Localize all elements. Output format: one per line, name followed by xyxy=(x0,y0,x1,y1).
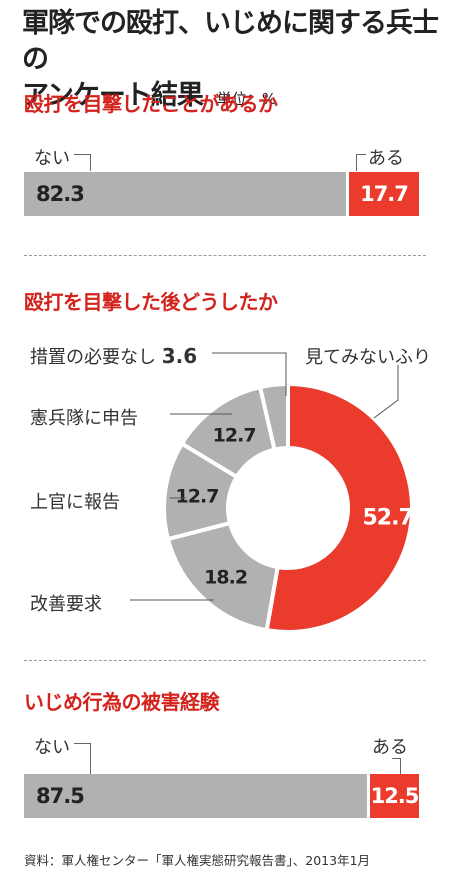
donut-slice-4 xyxy=(257,381,290,452)
pie-label-mp: 憲兵隊に申告 xyxy=(30,408,138,429)
pie-label-improve: 改善要求 xyxy=(30,594,102,615)
chart-title: 軍隊での殴打、いじめに関する兵士の アンケート結果 単位：% xyxy=(22,6,450,117)
bar2-label-yes: ある xyxy=(372,737,408,758)
leader-no-action xyxy=(212,352,287,396)
bar2-label-no: ない xyxy=(34,737,70,758)
donut-value-1: 18.2 xyxy=(204,567,247,589)
donut-slice-0 xyxy=(264,381,414,634)
donut-value-2: 12.7 xyxy=(176,486,219,508)
pie-value-no-action: 3.6 xyxy=(161,344,198,368)
title-line-1: 軍隊での殴打、いじめに関する兵士の xyxy=(22,8,439,75)
title-line-2-text: アンケート結果 xyxy=(22,80,204,111)
bar-value-ある: 17.7 xyxy=(360,182,409,206)
section-title-bullying: いじめ行為の被害経験 xyxy=(24,690,220,714)
donut-value-0: 52.7 xyxy=(362,506,412,531)
unit-label: 単位：% xyxy=(216,90,277,108)
leader-ignore xyxy=(373,365,399,419)
bar1-leader-no xyxy=(74,154,91,171)
section-title-action: 殴打を目撃した後どうしたか xyxy=(24,290,278,314)
bar-value-ない: 82.3 xyxy=(36,182,85,206)
bar1-leader-yes xyxy=(356,154,366,171)
bar1-label-yes: ある xyxy=(368,148,404,169)
section-title-witness: 殴打を目撃したことがあるか xyxy=(24,92,278,116)
pie-label-ignore: 見てみないふり xyxy=(305,347,431,368)
stacked-bar-witness: 82.3 17.7 xyxy=(24,172,419,216)
bar-segment-ある xyxy=(370,774,419,818)
section-divider-2 xyxy=(24,660,426,661)
bar-segment-ない xyxy=(24,172,346,216)
bar2-leader-no xyxy=(74,743,91,774)
donut-value-3: 12.7 xyxy=(213,424,256,446)
source-note: 資料：軍人権センター「軍人権実態研究報告書」、2013年1月 xyxy=(24,853,371,868)
title-line-2: アンケート結果 単位：% xyxy=(22,78,450,117)
pie-label-superior: 上官に報告 xyxy=(30,492,120,513)
stacked-bar-bullying: 87.5 12.5 xyxy=(24,774,419,818)
bar-segment-ない xyxy=(24,774,367,818)
section-divider xyxy=(24,255,426,256)
bar-segment-ある xyxy=(349,172,419,216)
bar1-label-no: ない xyxy=(34,148,70,169)
donut-slice-1 xyxy=(165,520,280,633)
bar2-leader-yes xyxy=(392,758,401,774)
bar-value-ある: 12.5 xyxy=(370,784,420,808)
bar-value-ない: 87.5 xyxy=(36,784,85,808)
pie-label-no-action: 措置の必要なし 3.6 xyxy=(30,343,197,369)
pie-label-no-action-text: 措置の必要なし xyxy=(30,347,156,368)
